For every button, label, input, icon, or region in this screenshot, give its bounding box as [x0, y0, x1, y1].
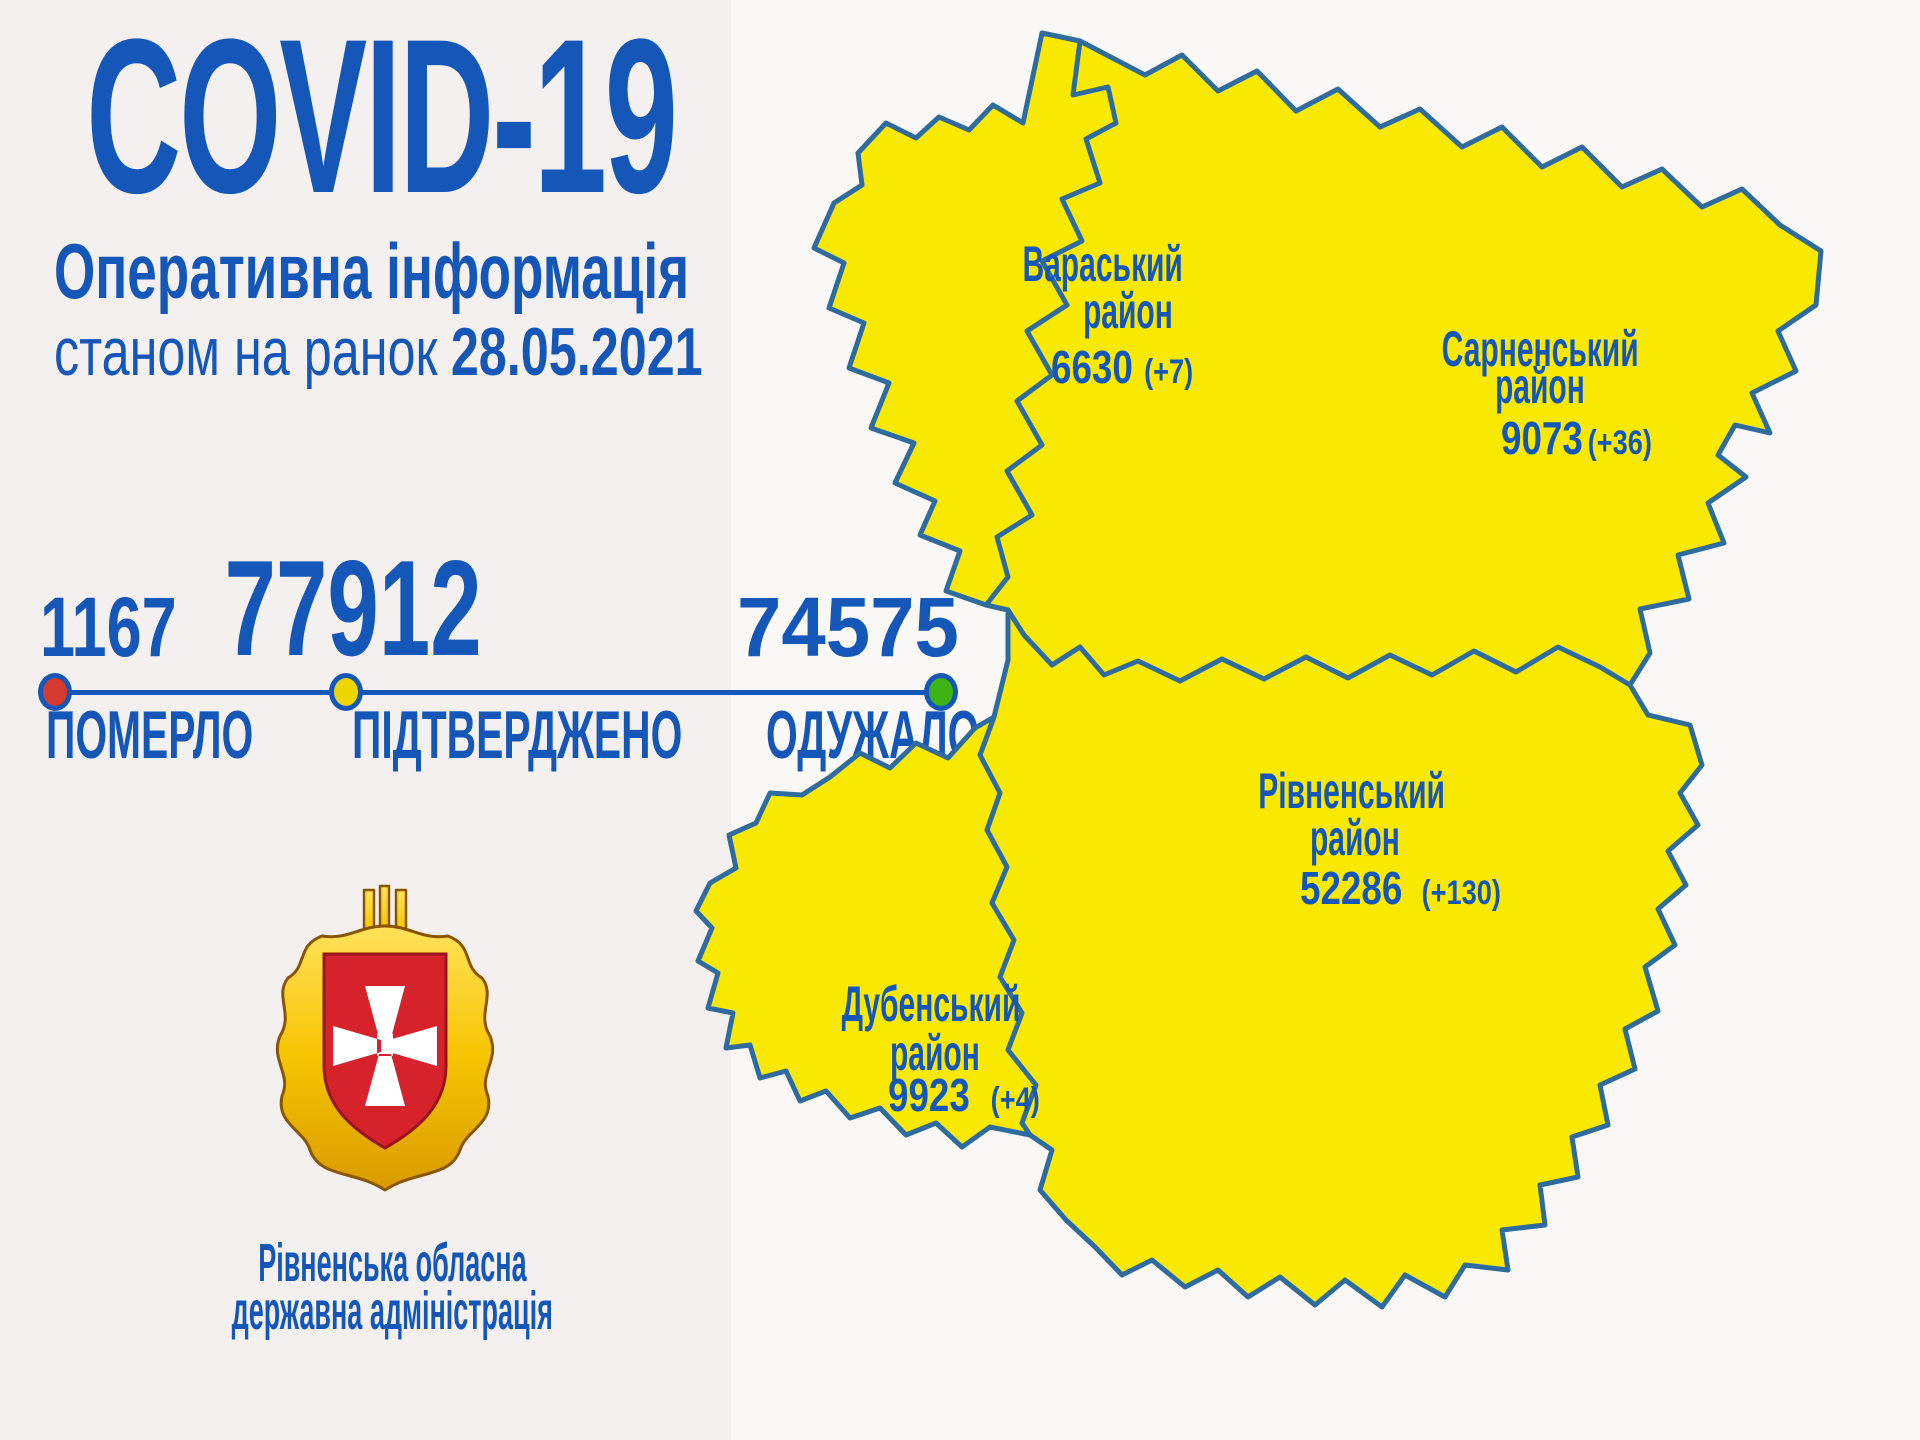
- stat-died-label: ПОМЕРЛО: [46, 697, 254, 773]
- stat-died-value: 1167: [40, 580, 177, 674]
- confirmed-dot-marker: [329, 673, 363, 711]
- white-cross: [333, 986, 437, 1106]
- label-dubenskyi-value: 9923 (+4): [888, 1069, 1040, 1121]
- page-title: COVID-19: [86, 0, 678, 239]
- label-sarnenskyi-value: 9073 (+36): [1501, 412, 1652, 464]
- border-rivnenskyi-dubenskyi: [977, 714, 1039, 1138]
- recovered-dot-marker: [924, 673, 958, 711]
- label-varaskyi-value: 6630 (+7): [1051, 341, 1194, 393]
- report-date: 28.05.2021: [450, 314, 703, 390]
- rivne-oblast-map: [693, 30, 1824, 1310]
- died-dot-marker: [38, 673, 72, 711]
- date-prefix: станом на ранок: [54, 314, 438, 390]
- map-region-outline: [693, 30, 1824, 1310]
- stats-timeline-line: [53, 690, 945, 695]
- border-sarnenskyi-rivnenskyi: [1005, 607, 1633, 688]
- subtitle: Оперативна інформація: [54, 227, 690, 315]
- border-varaskyi-sarnenskyi: [983, 38, 1119, 608]
- label-rivnenskyi-value: 52286 (+130): [1300, 862, 1501, 914]
- stat-confirmed-label: ПІДТВЕРДЖЕНО: [352, 697, 683, 773]
- rivne-oblast-coat-of-arms: [275, 884, 495, 1192]
- date-line: станом на ранок 28.05.2021: [54, 318, 931, 386]
- stat-recovered-value: 74575: [737, 580, 959, 674]
